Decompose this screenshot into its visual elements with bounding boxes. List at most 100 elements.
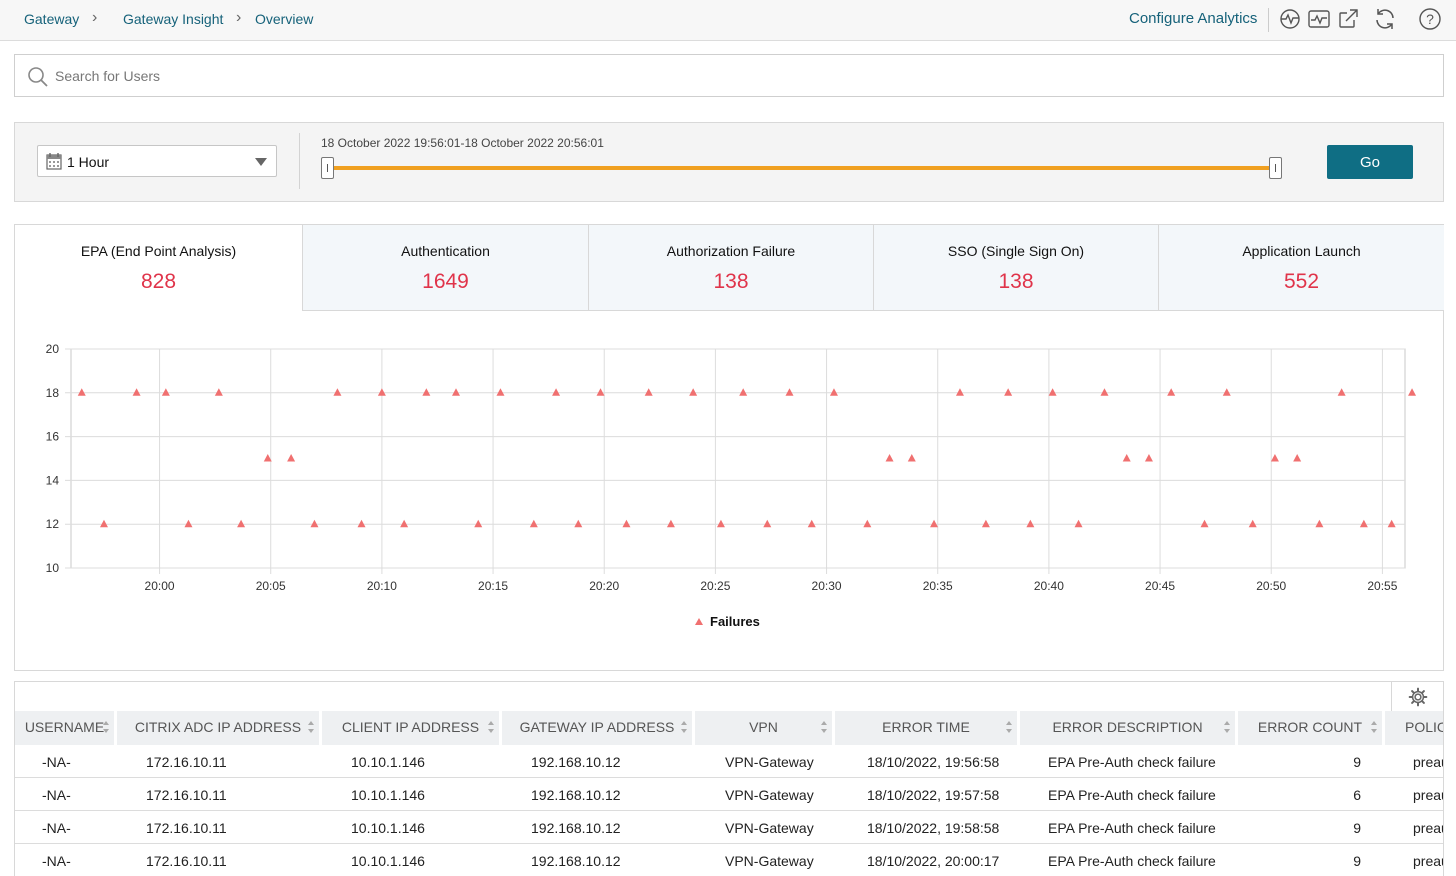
help-icon[interactable]: ?: [1418, 7, 1442, 31]
column-header[interactable]: CLIENT IP ADDRESS: [322, 711, 502, 745]
pulse-icon[interactable]: [1278, 7, 1302, 31]
sort-icon[interactable]: [1370, 720, 1378, 734]
time-range-slider[interactable]: [329, 166, 1276, 170]
search-input[interactable]: [55, 63, 1425, 89]
tab-sso[interactable]: SSO (Single Sign On) 138: [873, 225, 1158, 311]
failure-point: [1167, 388, 1176, 396]
failure-point: [574, 519, 583, 528]
column-header-label: GATEWAY IP ADDRESS: [519, 719, 675, 735]
tab-label: Application Launch: [1242, 243, 1361, 259]
table-cell: 192.168.10.12: [531, 787, 621, 803]
table-row[interactable]: -NA- 172.16.10.11 10.10.1.146 192.168.10.12…: [15, 811, 1443, 844]
failure-point: [400, 519, 409, 528]
failure-point: [1074, 519, 1083, 528]
refresh-icon[interactable]: [1373, 7, 1397, 31]
column-header-label: USERNAME: [24, 719, 105, 735]
column-header[interactable]: ERROR COUNT: [1238, 711, 1385, 745]
table-row[interactable]: -NA- 172.16.10.11 10.10.1.146 192.168.10.12…: [15, 778, 1443, 811]
gear-icon[interactable]: [1408, 687, 1428, 707]
failure-point: [955, 388, 964, 396]
y-tick-label: 10: [46, 561, 60, 575]
slider-end-handle[interactable]: [1269, 157, 1282, 179]
y-tick-label: 18: [46, 386, 60, 400]
error-table: USERNAME CITRIX ADC IP ADDRESS CLIENT IP A…: [14, 681, 1444, 876]
table-cell: 18/10/2022, 19:57:58: [867, 787, 1000, 803]
table-cell: 18/10/2022, 19:56:58: [867, 754, 1000, 770]
column-header[interactable]: VPN: [695, 711, 835, 745]
sort-icon[interactable]: [102, 720, 110, 734]
column-header[interactable]: GATEWAY IP ADDRESS: [502, 711, 695, 745]
failure-point: [1048, 388, 1057, 396]
monitor-chart-icon[interactable]: [1307, 7, 1331, 31]
sort-icon[interactable]: [487, 720, 495, 734]
failure-point: [666, 519, 675, 528]
sort-icon[interactable]: [820, 720, 828, 734]
table-row[interactable]: -NA- 172.16.10.11 10.10.1.146 192.168.10.12…: [15, 844, 1443, 876]
column-header[interactable]: ERROR TIME: [835, 711, 1020, 745]
failure-point: [885, 454, 894, 462]
x-tick-label: 20:25: [700, 579, 730, 593]
column-header[interactable]: POLIC: [1385, 711, 1444, 745]
table-settings[interactable]: [1391, 682, 1443, 713]
column-header[interactable]: ERROR DESCRIPTION: [1020, 711, 1238, 745]
table-cell: VPN-Gateway: [725, 853, 814, 869]
chevron-right-icon: ›: [92, 9, 98, 26]
tab-label: EPA (End Point Analysis): [80, 243, 237, 259]
tab-application-launch[interactable]: Application Launch 552: [1158, 225, 1444, 311]
column-header-label: VPN: [749, 719, 778, 735]
table-cell: 10.10.1.146: [351, 754, 425, 770]
y-tick-label: 14: [46, 473, 60, 487]
column-header-label: CITRIX ADC IP ADDRESS: [134, 719, 302, 735]
tab-count: 552: [1283, 270, 1320, 293]
table-cell: 192.168.10.12: [531, 820, 621, 836]
configure-analytics-link[interactable]: Configure Analytics: [1129, 10, 1258, 27]
tab-authentication[interactable]: Authentication 1649: [302, 225, 588, 311]
table-cell: 192.168.10.12: [531, 754, 621, 770]
sort-icon[interactable]: [1005, 720, 1013, 734]
tab-epa[interactable]: EPA (End Point Analysis) 828: [15, 225, 302, 311]
x-tick-label: 20:15: [478, 579, 508, 593]
table-cell: EPA Pre-Auth check failure: [1048, 787, 1216, 803]
time-range-value: 1 Hour: [67, 154, 110, 170]
table-cell: EPA Pre-Auth check failure: [1048, 754, 1216, 770]
failure-point: [1222, 388, 1231, 396]
failure-point: [1200, 519, 1209, 528]
legend-label: Failures: [710, 614, 760, 629]
y-tick-label: 16: [46, 430, 60, 444]
time-range-select[interactable]: 1 Hour: [37, 145, 277, 177]
column-header[interactable]: CITRIX ADC IP ADDRESS: [117, 711, 322, 745]
column-header-label: POLIC: [1405, 719, 1444, 735]
failure-point: [552, 388, 561, 396]
tab-label: SSO (Single Sign On): [947, 243, 1085, 259]
column-header-label: ERROR TIME: [882, 719, 970, 735]
filter-divider: [299, 133, 300, 189]
breadcrumb-gateway-insight[interactable]: Gateway Insight: [123, 11, 224, 27]
failure-point: [763, 519, 772, 528]
sort-icon[interactable]: [680, 720, 688, 734]
failure-point: [1100, 388, 1109, 396]
failure-point: [184, 519, 193, 528]
go-button[interactable]: Go: [1327, 145, 1413, 179]
tab-authorization-failure[interactable]: Authorization Failure 138: [588, 225, 873, 311]
column-header[interactable]: USERNAME: [15, 711, 117, 745]
table-cell: 10.10.1.146: [351, 820, 425, 836]
failure-point: [357, 519, 366, 528]
sort-icon[interactable]: [1223, 720, 1231, 734]
failure-point: [596, 388, 605, 396]
failure-point: [99, 519, 108, 528]
table-row[interactable]: -NA- 172.16.10.11 10.10.1.146 192.168.10.12…: [15, 745, 1443, 778]
table-cell: EPA Pre-Auth check failure: [1048, 820, 1216, 836]
failure-point: [1144, 454, 1153, 462]
slider-start-handle[interactable]: [321, 157, 334, 179]
breadcrumb-gateway[interactable]: Gateway: [24, 11, 80, 27]
breadcrumb-overview[interactable]: Overview: [255, 11, 314, 27]
failure-point: [1293, 454, 1302, 462]
failure-point: [739, 388, 748, 396]
sort-icon[interactable]: [307, 720, 315, 734]
failure-point: [237, 519, 246, 528]
external-link-icon[interactable]: [1336, 7, 1360, 31]
chevron-right-icon: ›: [236, 9, 242, 26]
table-cell: 172.16.10.11: [146, 820, 227, 836]
table-cell: 9: [1353, 820, 1361, 836]
chevron-down-icon: [255, 158, 267, 166]
